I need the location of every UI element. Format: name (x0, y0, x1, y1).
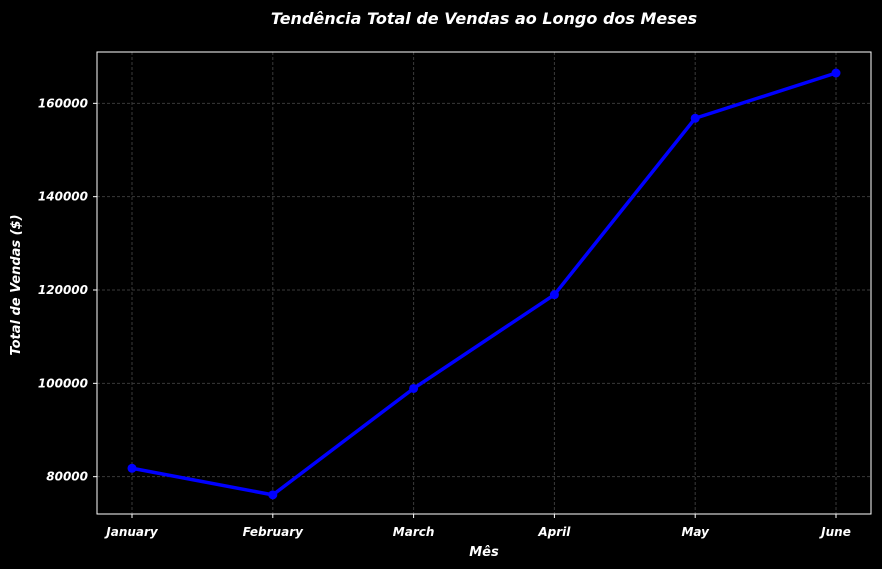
chart-title: Tendência Total de Vendas ao Longo dos M… (271, 9, 697, 28)
y-tick-label: 120000 (38, 283, 88, 297)
y-tick-label: 140000 (38, 190, 88, 204)
x-axis-ticks: January February March April May June (104, 514, 851, 539)
plot-frame (96, 51, 872, 515)
y-axis-label: Total de Vendas ($) (9, 214, 24, 355)
data-point (549, 290, 559, 300)
data-point (690, 113, 700, 123)
x-tick-label: January (104, 525, 159, 539)
x-axis-label: Mês (469, 545, 499, 560)
data-point (831, 68, 841, 78)
y-tick-label: 100000 (38, 376, 88, 390)
data-point (409, 383, 419, 393)
y-tick-label: 160000 (38, 96, 88, 110)
x-tick-label: April (537, 525, 571, 539)
y-axis-ticks: 80000 100000 120000 140000 160000 (38, 96, 97, 484)
x-tick-label: June (819, 525, 851, 539)
x-tick-label: March (393, 525, 435, 539)
series-line (130, 71, 838, 497)
x-tick-label: February (243, 525, 304, 539)
data-point (127, 463, 137, 473)
data-point (268, 490, 278, 500)
series-layer (127, 68, 841, 500)
y-tick-label: 80000 (46, 470, 88, 484)
x-tick-label: May (681, 525, 710, 539)
